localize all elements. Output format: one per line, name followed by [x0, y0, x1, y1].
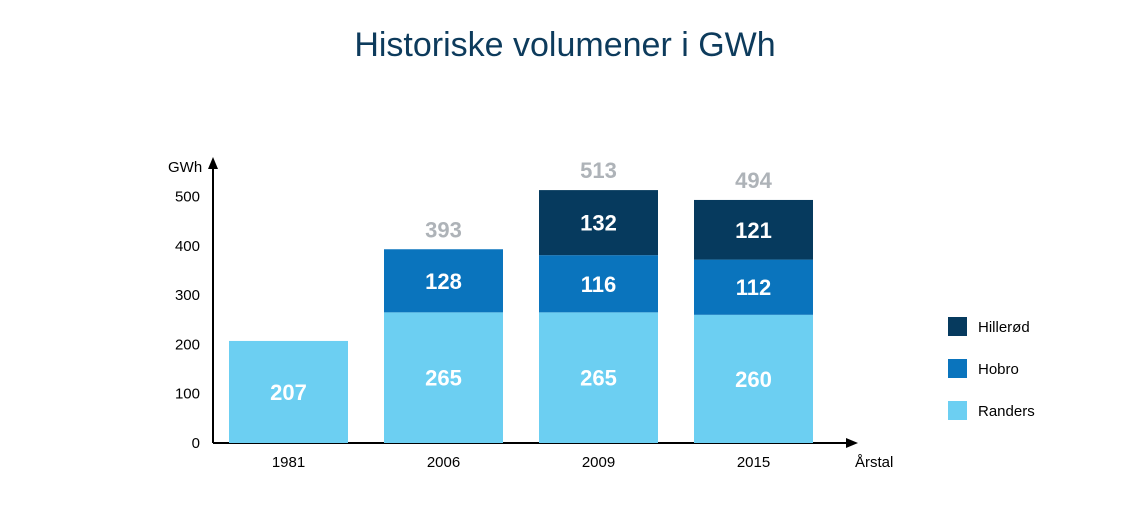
bar-value-label: 207 — [270, 380, 307, 405]
bar-segment-randers — [229, 340, 348, 443]
legend-label: Hillerød — [978, 319, 1030, 336]
bar-value-label: 112 — [736, 275, 772, 300]
y-tick-label: 400 — [175, 238, 200, 255]
x-tick-label: 2006 — [427, 454, 460, 471]
y-axis-arrow — [208, 157, 218, 169]
legend-label: Hobro — [978, 361, 1019, 378]
y-tick-label: 500 — [175, 189, 200, 206]
y-tick-label: 300 — [175, 287, 200, 304]
bar-value-label: 265 — [425, 366, 462, 391]
bar-value-label: 132 — [580, 211, 617, 236]
x-tick-label: 1981 — [272, 454, 305, 471]
y-axis-label: GWh — [168, 159, 202, 176]
bar-segment-hobro — [694, 259, 813, 315]
bar-value-label: 128 — [425, 269, 462, 294]
legend-swatch — [948, 401, 967, 420]
legend-swatch — [948, 317, 967, 336]
legend-swatch — [948, 359, 967, 378]
bar-segment-randers — [539, 312, 658, 443]
y-tick-label: 0 — [192, 435, 200, 452]
x-tick-label: 2015 — [737, 454, 770, 471]
y-tick-label: 200 — [175, 336, 200, 353]
x-tick-label: 2009 — [582, 454, 615, 471]
bar-segment-hobro — [384, 249, 503, 313]
legend-label: Randers — [978, 403, 1035, 420]
bar-value-label: 116 — [581, 272, 617, 297]
bar-total-label: 513 — [580, 158, 617, 183]
bar-segment-randers — [384, 312, 503, 443]
bar-segment-hillerød — [694, 199, 813, 260]
bar-segment-randers — [694, 314, 813, 443]
bar-value-label: 260 — [735, 367, 772, 392]
bar-segment-hobro — [539, 255, 658, 313]
x-axis-label: Årstal — [855, 454, 893, 471]
chart-title: Historiske volumener i GWh — [354, 26, 776, 64]
bar-value-label: 121 — [735, 218, 772, 243]
bar-segment-hillerød — [539, 190, 658, 256]
bar-total-label: 393 — [425, 217, 462, 242]
x-axis-arrow — [846, 438, 858, 448]
y-tick-label: 100 — [175, 386, 200, 403]
bar-total-label: 494 — [735, 168, 772, 193]
bar-value-label: 265 — [580, 366, 617, 391]
